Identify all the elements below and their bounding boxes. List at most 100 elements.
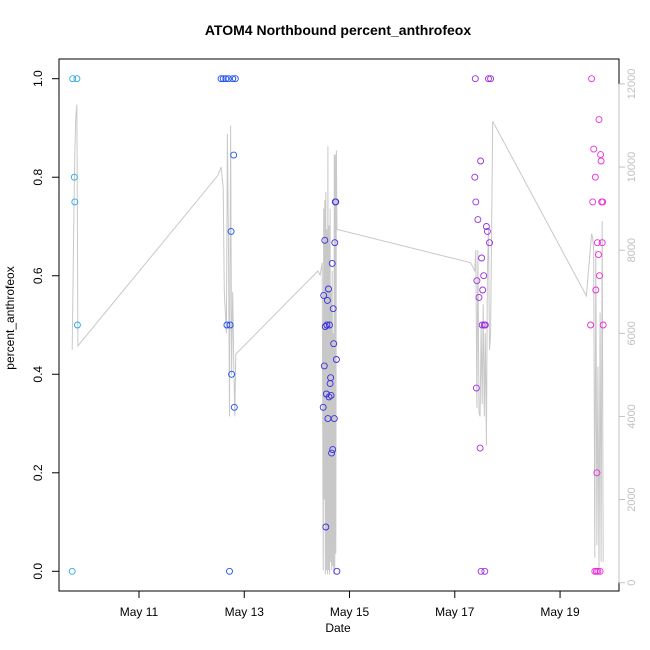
data-point	[475, 293, 483, 301]
chart-title: ATOM4 Northbound percent_anthrofeox	[205, 22, 471, 38]
data-point	[594, 567, 602, 575]
x-tick-label: May 19	[540, 605, 580, 619]
x-axis-label: Date	[325, 621, 351, 635]
data-point	[319, 403, 327, 411]
data-point	[591, 173, 599, 181]
data-point	[596, 567, 604, 575]
data-point	[478, 321, 486, 329]
data-point	[73, 75, 81, 83]
data-point	[330, 415, 338, 423]
data-point	[481, 567, 489, 575]
data-point	[226, 321, 234, 329]
series2-line	[71, 104, 604, 575]
data-point	[222, 75, 230, 83]
data-point	[227, 227, 235, 235]
data-point	[323, 321, 331, 329]
data-point	[597, 157, 605, 165]
y2-tick-label: 2000	[626, 487, 638, 511]
data-point	[330, 340, 338, 348]
data-point	[471, 75, 479, 83]
y-tick-label: 0.8	[31, 169, 45, 186]
data-point	[480, 272, 488, 280]
data-point	[322, 523, 330, 531]
data-point	[474, 216, 482, 224]
data-point	[598, 239, 606, 247]
data-point	[599, 321, 607, 329]
data-point	[321, 323, 329, 330]
data-point	[592, 286, 600, 294]
y-tick-label: 0.2	[31, 464, 45, 481]
data-point	[472, 198, 480, 206]
data-point	[231, 75, 239, 83]
data-point	[332, 198, 340, 206]
data-point	[73, 321, 81, 329]
data-point	[327, 374, 335, 382]
data-point	[70, 173, 78, 181]
data-point	[229, 75, 237, 83]
data-point	[230, 151, 238, 159]
y-tick-label: 0.6	[31, 267, 45, 284]
data-point	[599, 198, 607, 206]
data-point	[596, 272, 603, 280]
data-point	[333, 567, 341, 575]
y2-tick-label: 12000	[626, 69, 638, 100]
data-point	[593, 239, 601, 247]
y-axis-label: percent_anthrofeox	[3, 266, 17, 369]
data-point	[320, 362, 328, 370]
y2-tick-label: 8000	[626, 238, 638, 262]
data-point	[589, 198, 597, 206]
data-point	[223, 321, 231, 329]
data-point	[485, 75, 492, 83]
data-point	[230, 403, 238, 411]
data-point	[226, 567, 233, 575]
data-point	[327, 391, 335, 399]
data-point	[593, 469, 601, 477]
y2-tick-label: 0	[626, 580, 638, 586]
data-point	[329, 305, 337, 313]
data-point	[219, 75, 227, 83]
y-tick-label: 0.4	[31, 366, 45, 383]
data-point	[326, 321, 333, 329]
points-layer	[68, 75, 607, 575]
data-point	[595, 251, 602, 259]
data-point	[228, 370, 236, 378]
data-point	[590, 145, 598, 153]
x-axis: May 11 May 13 May 15 May 17 May 19	[120, 590, 580, 619]
y-tick-label: 1.0	[31, 70, 45, 87]
data-point	[473, 277, 481, 285]
x-tick-label: May 13	[225, 605, 265, 619]
data-point	[328, 449, 336, 457]
data-point	[479, 286, 487, 294]
data-point	[487, 75, 495, 83]
y2-tick-label: 4000	[626, 404, 638, 428]
data-point	[472, 384, 480, 392]
data-point	[478, 254, 486, 262]
data-point	[329, 446, 337, 454]
data-point	[482, 223, 490, 230]
data-point	[325, 393, 333, 401]
y2-axis: 0 2000 4000 6000 8000 10000 12000	[618, 69, 638, 586]
data-point	[71, 198, 79, 206]
data-point	[477, 567, 485, 575]
x-tick-label: May 15	[330, 605, 370, 619]
data-point	[320, 291, 328, 299]
data-point	[323, 296, 331, 304]
secondary-series-layer	[71, 104, 604, 575]
data-point	[595, 116, 603, 124]
data-point	[68, 567, 76, 575]
data-point	[476, 444, 484, 452]
x-tick-label: May 11	[120, 605, 159, 619]
y2-tick-label: 6000	[626, 321, 638, 345]
data-point	[332, 356, 340, 363]
data-point	[486, 239, 493, 247]
x-tick-label: May 17	[435, 605, 475, 619]
data-point	[328, 259, 336, 267]
y-tick-label: 0.0	[31, 563, 45, 580]
data-point	[588, 75, 596, 83]
data-point	[217, 75, 225, 83]
data-point	[483, 227, 491, 235]
data-point	[69, 75, 77, 83]
data-point	[587, 321, 595, 329]
data-point	[597, 151, 605, 159]
